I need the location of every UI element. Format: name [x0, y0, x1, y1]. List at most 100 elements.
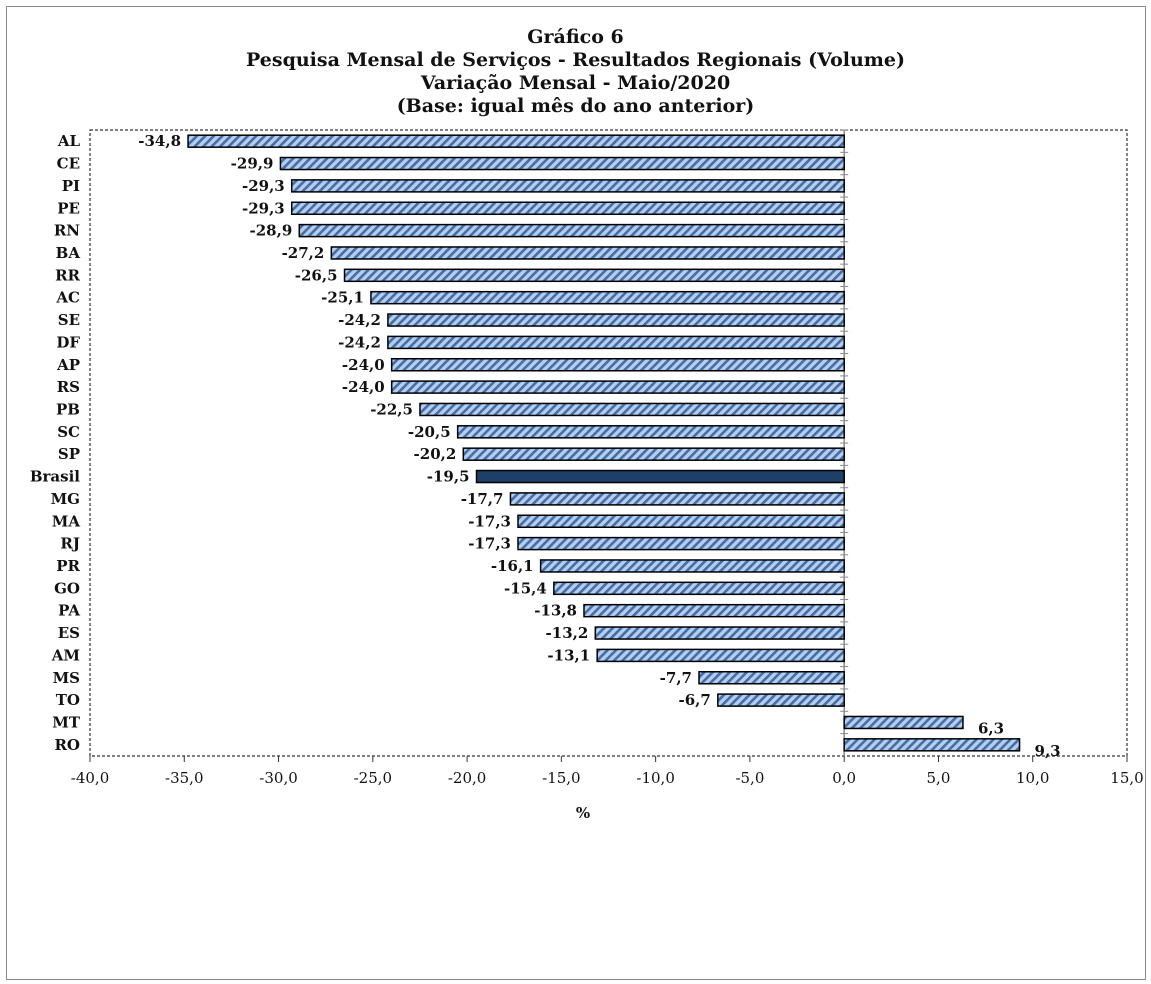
bar-al	[187, 134, 845, 148]
x-tick-label: 0,0	[832, 769, 856, 787]
category-label-mt: MT	[52, 713, 81, 731]
category-label-df: DF	[56, 333, 80, 351]
bar-ce	[279, 156, 845, 171]
bar-ba	[330, 246, 845, 260]
bar-rj	[517, 536, 845, 551]
bar-rn	[298, 223, 845, 238]
x-tick-label: -20,0	[448, 769, 486, 787]
data-label-mg: -17,7	[461, 490, 504, 508]
bar-mt	[843, 715, 964, 730]
bar-es	[594, 626, 845, 640]
category-label-al: AL	[57, 132, 81, 150]
x-tick-label: -10,0	[636, 769, 674, 787]
bar-mg	[509, 492, 845, 506]
plot-area-border	[89, 129, 1128, 757]
category-label-brasil: Brasil	[30, 468, 80, 486]
category-label-rn: RN	[54, 222, 80, 240]
category-label-ce: CE	[57, 155, 80, 173]
category-label-pa: PA	[58, 602, 80, 620]
data-label-ce: -29,9	[231, 155, 274, 173]
data-label-pe: -29,3	[242, 199, 285, 217]
category-label-rr: RR	[55, 266, 80, 284]
data-label-rs: -24,0	[342, 378, 385, 396]
bar-pe	[290, 201, 845, 215]
data-label-rn: -28,9	[250, 222, 293, 240]
data-label-pb: -22,5	[370, 400, 413, 418]
category-label-rs: RS	[57, 378, 80, 396]
bar-sc	[456, 425, 845, 439]
data-label-ma: -17,3	[468, 512, 511, 530]
data-label-al: -34,8	[138, 132, 181, 150]
bar-ap	[390, 358, 845, 372]
data-label-brasil: -19,5	[427, 468, 470, 486]
bar-rs	[390, 380, 845, 394]
x-tick-label: 5,0	[927, 769, 951, 787]
chart-title-block: Gráfico 6 Pesquisa Mensal de Serviços - …	[0, 26, 1151, 118]
category-label-rj: RJ	[60, 535, 80, 553]
category-label-to: TO	[56, 691, 80, 709]
category-label-se: SE	[58, 311, 80, 329]
x-tick-label: -15,0	[542, 769, 580, 787]
category-label-sc: SC	[57, 423, 80, 441]
category-label-ms: MS	[53, 669, 80, 687]
category-label-es: ES	[58, 624, 80, 642]
bar-ac	[370, 290, 845, 305]
category-label-pe: PE	[57, 199, 80, 217]
data-label-ac: -25,1	[321, 289, 364, 307]
chart-title-line-1: Gráfico 6	[527, 26, 624, 48]
category-label-sp: SP	[58, 445, 80, 463]
chart-title-line-2: Pesquisa Mensal de Serviços - Resultados…	[246, 49, 905, 71]
category-label-pb: PB	[56, 400, 80, 418]
x-tick-label: -25,0	[354, 769, 392, 787]
data-label-ro: 9,3	[1035, 742, 1061, 760]
category-label-ac: AC	[55, 289, 80, 307]
category-label-go: GO	[54, 579, 80, 597]
chart-title-line-3: Variação Mensal - Maio/2020	[420, 72, 731, 94]
bar-pa	[583, 603, 845, 618]
x-tick-label: 10,0	[1016, 769, 1049, 787]
bar-ma	[517, 514, 845, 528]
data-label-df: -24,2	[338, 333, 381, 351]
data-label-pa: -13,8	[534, 602, 577, 620]
x-tick-label: -30,0	[259, 769, 297, 787]
data-label-sc: -20,5	[408, 423, 451, 441]
bar-df	[387, 335, 845, 350]
data-label-mt: 6,3	[978, 719, 1004, 737]
bar-ro	[843, 738, 1021, 752]
x-tick-label: -40,0	[71, 769, 109, 787]
category-label-ma: MA	[52, 512, 81, 530]
category-label-pi: PI	[62, 177, 80, 195]
category-label-ap: AP	[56, 356, 80, 374]
category-label-pr: PR	[56, 557, 80, 575]
bar-se	[387, 313, 845, 327]
x-tick-label: -35,0	[165, 769, 203, 787]
data-label-go: -15,4	[504, 579, 547, 597]
bar-pr	[539, 559, 845, 573]
bar-to	[717, 693, 845, 707]
bar-rr	[343, 268, 845, 283]
bar-pb	[419, 402, 845, 417]
chart-frame	[6, 6, 1146, 980]
bar-brasil	[475, 469, 845, 484]
chart-title-line-4: (Base: igual mês do ano anterior)	[396, 95, 755, 117]
bar-pi	[290, 179, 845, 193]
x-axis-title: %	[576, 804, 590, 822]
data-label-to: -6,7	[679, 691, 711, 709]
bar-go	[553, 581, 845, 596]
data-label-ba: -27,2	[282, 244, 325, 262]
bar-am	[596, 648, 845, 663]
data-label-sp: -20,2	[414, 445, 457, 463]
bar-sp	[462, 447, 845, 461]
data-label-ms: -7,7	[660, 669, 692, 687]
data-label-am: -13,1	[547, 646, 590, 664]
bar-ms	[698, 671, 845, 685]
x-tick-label: 15,0	[1110, 769, 1143, 787]
data-label-pi: -29,3	[242, 177, 285, 195]
category-label-ba: BA	[56, 244, 81, 262]
data-label-es: -13,2	[546, 624, 589, 642]
category-label-ro: RO	[54, 736, 80, 754]
category-label-mg: MG	[51, 490, 80, 508]
x-tick-label: -5,0	[735, 769, 764, 787]
